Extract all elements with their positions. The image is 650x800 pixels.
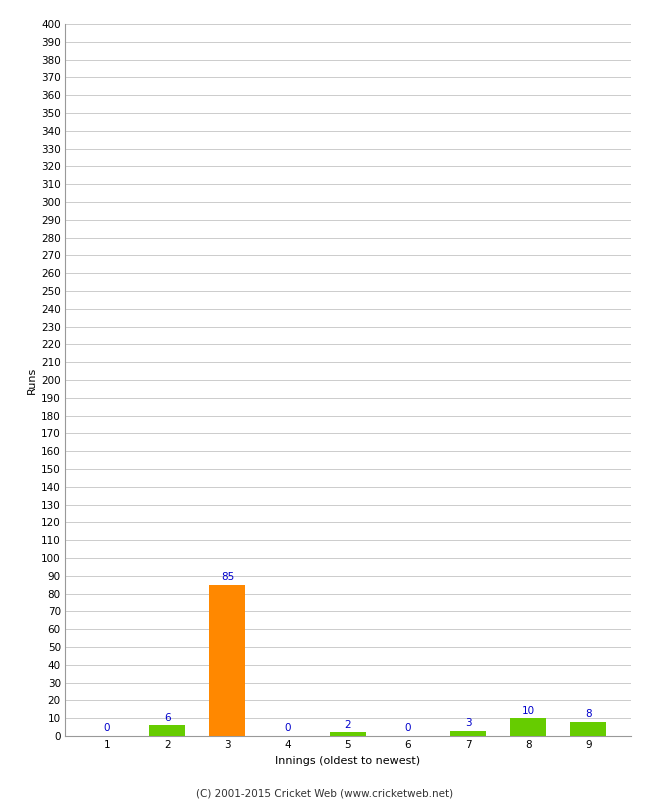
Text: (C) 2001-2015 Cricket Web (www.cricketweb.net): (C) 2001-2015 Cricket Web (www.cricketwe… xyxy=(196,788,454,798)
Bar xyxy=(209,585,246,736)
Text: 6: 6 xyxy=(164,713,170,722)
Text: 2: 2 xyxy=(344,720,351,730)
Text: 8: 8 xyxy=(585,709,592,719)
Text: 3: 3 xyxy=(465,718,471,728)
Bar xyxy=(510,718,546,736)
Text: 85: 85 xyxy=(221,572,234,582)
Text: 0: 0 xyxy=(284,723,291,734)
Bar xyxy=(330,733,366,736)
X-axis label: Innings (oldest to newest): Innings (oldest to newest) xyxy=(275,756,421,766)
Text: 0: 0 xyxy=(405,723,411,734)
Y-axis label: Runs: Runs xyxy=(27,366,37,394)
Bar xyxy=(150,726,185,736)
Text: 10: 10 xyxy=(522,706,535,715)
Bar xyxy=(450,730,486,736)
Text: 0: 0 xyxy=(104,723,110,734)
Bar xyxy=(570,722,606,736)
